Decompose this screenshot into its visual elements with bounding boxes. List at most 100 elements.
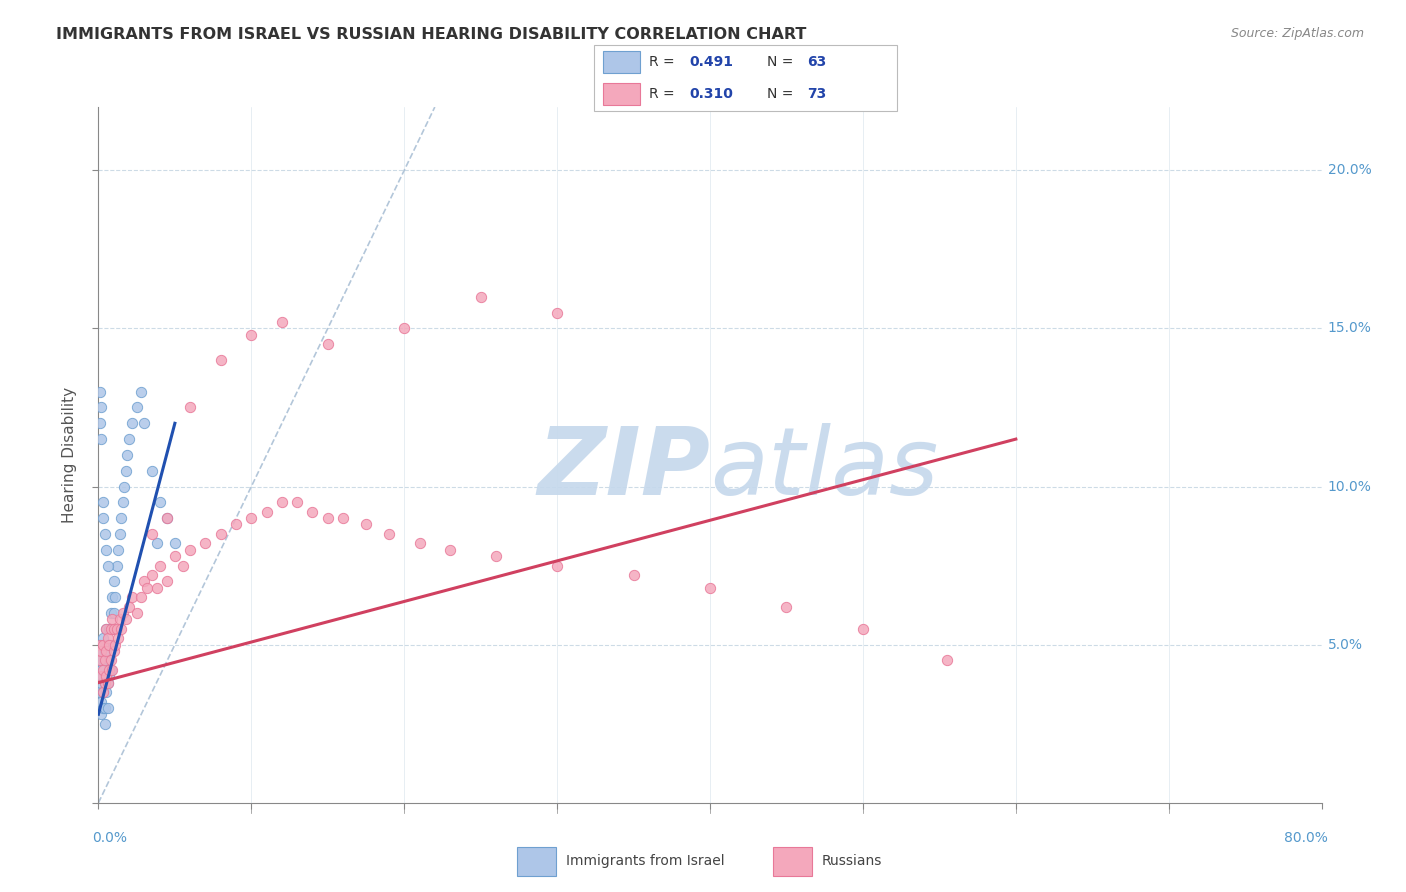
- Point: [105, 622, 128, 636]
- Point: [90, 669, 112, 683]
- Text: 10.0%: 10.0%: [1327, 480, 1372, 493]
- Point: [101, 612, 124, 626]
- Point: [91, 653, 114, 667]
- Point: [156, 574, 179, 589]
- Point: [94, 644, 117, 658]
- Point: [546, 305, 568, 319]
- Point: [392, 321, 416, 335]
- Point: [94, 622, 117, 636]
- Point: [93, 527, 115, 541]
- Point: [98, 653, 121, 667]
- Point: [91, 685, 114, 699]
- Point: [136, 581, 159, 595]
- Text: 80.0%: 80.0%: [1284, 830, 1327, 845]
- Point: [115, 464, 138, 478]
- Point: [103, 622, 125, 636]
- Text: 15.0%: 15.0%: [1327, 321, 1372, 335]
- Point: [141, 464, 163, 478]
- Point: [97, 638, 120, 652]
- Point: [103, 644, 125, 658]
- Point: [108, 612, 131, 626]
- Point: [209, 353, 232, 368]
- Point: [91, 638, 114, 652]
- Point: [623, 568, 645, 582]
- Bar: [603, 83, 640, 104]
- Point: [89, 653, 111, 667]
- Point: [98, 638, 121, 652]
- Point: [94, 669, 117, 683]
- Point: [107, 632, 129, 646]
- Point: [129, 591, 152, 605]
- Point: [125, 401, 148, 415]
- Point: [179, 401, 201, 415]
- Point: [134, 574, 156, 589]
- Point: [316, 337, 339, 351]
- Point: [149, 558, 172, 573]
- Point: [111, 606, 134, 620]
- Text: Source: ZipAtlas.com: Source: ZipAtlas.com: [1230, 27, 1364, 40]
- Bar: [517, 847, 555, 876]
- Point: [110, 511, 132, 525]
- Point: [93, 701, 115, 715]
- Point: [94, 653, 117, 667]
- Point: [98, 622, 121, 636]
- Point: [91, 511, 114, 525]
- Bar: [773, 847, 813, 876]
- Point: [90, 695, 112, 709]
- Text: 0.491: 0.491: [689, 55, 734, 69]
- Point: [104, 591, 127, 605]
- Point: [90, 401, 112, 415]
- Point: [194, 536, 217, 550]
- Point: [121, 591, 143, 605]
- Text: 5.0%: 5.0%: [1327, 638, 1362, 652]
- Point: [97, 701, 120, 715]
- Point: [89, 638, 111, 652]
- Point: [163, 536, 186, 550]
- Point: [354, 517, 377, 532]
- Point: [141, 568, 163, 582]
- Point: [117, 448, 139, 462]
- Point: [118, 599, 141, 614]
- Point: [112, 479, 135, 493]
- Point: [89, 638, 111, 652]
- Point: [94, 542, 117, 557]
- Point: [93, 675, 115, 690]
- Point: [90, 644, 112, 658]
- Point: [89, 653, 111, 667]
- Point: [439, 542, 461, 557]
- Point: [98, 669, 121, 683]
- Point: [104, 638, 127, 652]
- Point: [332, 511, 354, 525]
- Text: N =: N =: [766, 87, 793, 101]
- Point: [91, 663, 114, 677]
- Point: [89, 669, 111, 683]
- Point: [240, 511, 263, 525]
- Text: 0.0%: 0.0%: [93, 830, 128, 845]
- Bar: [603, 51, 640, 73]
- Point: [91, 685, 114, 699]
- Point: [256, 505, 278, 519]
- Point: [90, 644, 112, 658]
- Text: 20.0%: 20.0%: [1327, 163, 1371, 178]
- Text: Russians: Russians: [821, 854, 882, 868]
- Text: atlas: atlas: [710, 424, 938, 515]
- Point: [97, 558, 120, 573]
- Point: [103, 574, 125, 589]
- Point: [121, 417, 143, 431]
- Text: 73: 73: [807, 87, 827, 101]
- Point: [107, 542, 129, 557]
- Point: [470, 290, 492, 304]
- Point: [285, 495, 308, 509]
- Point: [105, 558, 128, 573]
- Point: [156, 511, 179, 525]
- Point: [156, 511, 179, 525]
- Text: IMMIGRANTS FROM ISRAEL VS RUSSIAN HEARING DISABILITY CORRELATION CHART: IMMIGRANTS FROM ISRAEL VS RUSSIAN HEARIN…: [56, 27, 807, 42]
- Point: [163, 549, 186, 563]
- Point: [110, 622, 132, 636]
- Point: [270, 315, 292, 329]
- Point: [91, 701, 114, 715]
- Point: [90, 707, 112, 722]
- Point: [90, 675, 112, 690]
- Text: 0.310: 0.310: [689, 87, 734, 101]
- Point: [141, 527, 163, 541]
